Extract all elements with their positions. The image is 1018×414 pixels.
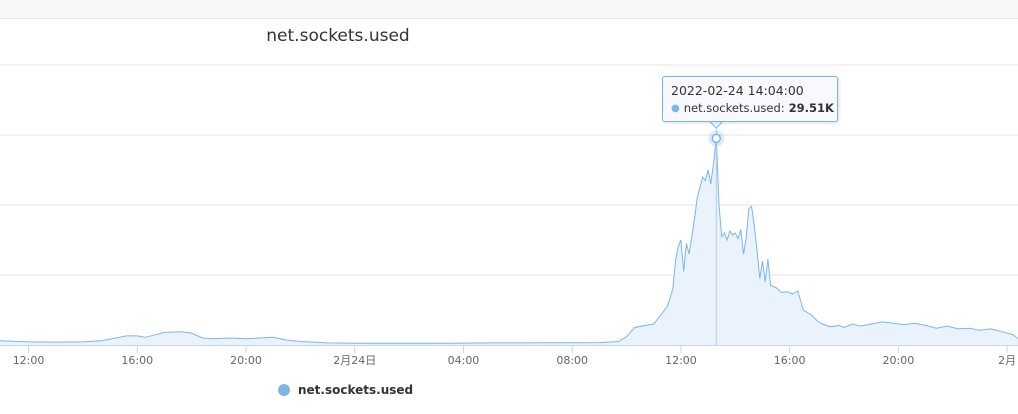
x-tick-label: 12:00 (665, 354, 697, 367)
chart-title: net.sockets.used (266, 26, 410, 46)
series-line (0, 138, 1018, 344)
series-area (0, 138, 1018, 345)
tooltip-series-dot-icon: ● (671, 102, 680, 114)
hover-point (711, 133, 722, 144)
tooltip-value: 29.51K (788, 101, 834, 115)
x-tick-label: 20:00 (883, 354, 915, 367)
tooltip: 2022-02-24 14:04:00 ● net.sockets.used: … (662, 76, 838, 122)
grid-lines (0, 64, 1018, 276)
hover-layer (708, 121, 725, 345)
top-bar (0, 0, 1018, 19)
x-tick-label: 20:00 (230, 354, 262, 367)
x-tick-label: 12:00 (13, 354, 45, 367)
x-tick-label: 2月24日 (333, 354, 376, 367)
x-tick-label: 08:00 (556, 354, 588, 367)
x-tick-label: 2月 (998, 354, 1016, 367)
x-tick-label: 04:00 (448, 354, 480, 367)
tooltip-time: 2022-02-24 14:04:00 (671, 83, 804, 98)
tooltip-row: ● net.sockets.used: 29.51K (671, 101, 834, 115)
x-axis: 12:00 16:00 20:00 2月24日 04:00 08:00 12:00 16:00… (0, 345, 1018, 367)
series-layer (0, 138, 1018, 345)
x-tick-label: 16:00 (774, 354, 806, 367)
tooltip-series-label: net.sockets.used: (683, 101, 785, 115)
legend-series-dot-icon (278, 384, 290, 396)
tooltip-pointer (709, 121, 723, 129)
legend-series-label[interactable]: net.sockets.used (298, 383, 414, 397)
legend[interactable]: net.sockets.used (278, 383, 413, 397)
x-tick-label: 16:00 (121, 354, 153, 367)
